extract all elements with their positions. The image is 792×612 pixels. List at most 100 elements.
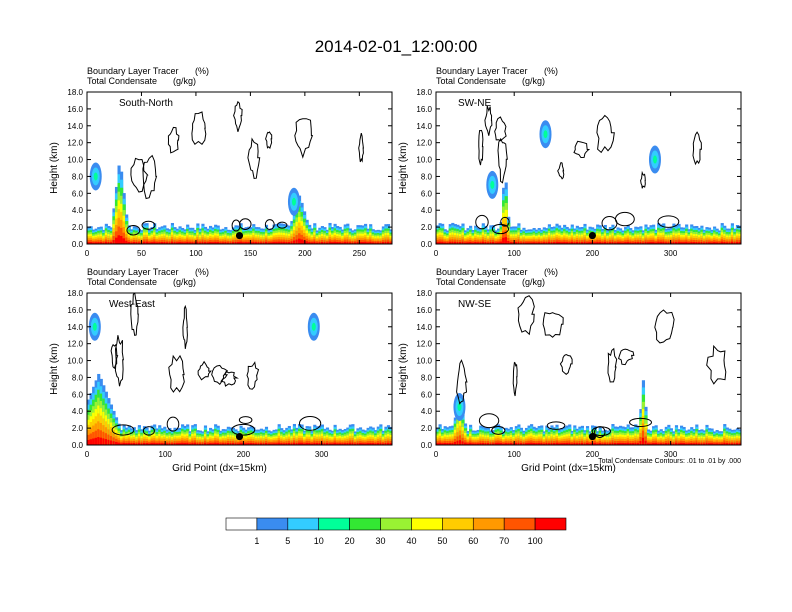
tracer-column-band (315, 442, 319, 445)
tracer-column-band (231, 443, 236, 445)
tracer-column-band (580, 242, 585, 244)
condensate-contour (110, 343, 119, 370)
tracer-column-band (484, 241, 488, 244)
tracer-column-band (107, 242, 111, 244)
tracer-column-band (560, 242, 564, 244)
tracer-column-band (700, 443, 704, 445)
tracer-column-band (94, 242, 98, 244)
tracer-column-band (713, 443, 717, 445)
tracer-column-band (242, 242, 246, 244)
tracer-column-band (219, 443, 223, 445)
tracer-column-band (550, 442, 554, 445)
condensate-contour (265, 131, 273, 150)
tracer-column-band (374, 443, 378, 445)
tracer-column-band (308, 442, 312, 445)
subtitle-condensate: Total Condensate (87, 76, 157, 86)
tracer-column-band (303, 443, 307, 445)
tracer-column-band (163, 241, 167, 244)
tracer-column-band (479, 242, 483, 244)
tracer-column-band (209, 241, 213, 244)
tracer-column-band (125, 443, 129, 445)
tracer-column-band (259, 443, 263, 445)
tracer-column-band (507, 240, 511, 244)
tracer-column-band (249, 440, 253, 445)
tracer-column-band (209, 443, 213, 445)
tracer-field (436, 105, 741, 244)
tracer-field (87, 293, 392, 445)
tracer-column-band (652, 241, 656, 244)
tracer-column-band (461, 437, 465, 445)
plot-frame (435, 91, 742, 245)
tracer-column-band (641, 437, 646, 445)
tracer-column-band (476, 443, 480, 445)
tracer-column-band (723, 241, 727, 244)
tracer-column-band (300, 442, 304, 445)
tracer-column-band (596, 239, 600, 244)
tracer-column-band (585, 242, 590, 244)
tracer-column-band (229, 242, 233, 244)
subtitle-tracer: Boundary Layer Tracer (87, 267, 179, 277)
tracer-column-band (158, 442, 162, 445)
tracer-column-band (158, 242, 162, 244)
tracer-column-band (272, 241, 276, 244)
tracer-column-band (707, 242, 712, 244)
tracer-column-band (109, 440, 114, 445)
tracer-column-band (443, 242, 447, 244)
tracer-column-band (313, 241, 317, 244)
tracer-column-band (466, 441, 470, 445)
tracer-column-band (575, 241, 579, 244)
tracer-column-band (254, 443, 258, 445)
tracer-column-band (249, 442, 253, 445)
tracer-column-band (366, 242, 370, 244)
tracer-column-band (331, 443, 335, 445)
panels-group: 0.02.04.06.08.010.012.014.016.018.00 50 10… (49, 66, 742, 474)
tracer-column-band (634, 240, 638, 244)
tracer-column-band (216, 241, 220, 244)
tracer-column-band (181, 242, 185, 244)
y-tick-label: 18.0 (416, 88, 432, 97)
tracer-column-band (664, 442, 668, 445)
condensate-contour (233, 100, 243, 132)
tracer-column-band (481, 442, 485, 445)
tracer-column-band (700, 241, 704, 244)
tracer-column-band (114, 441, 119, 445)
tracer-column-band (287, 241, 291, 244)
tracer-column-band (517, 241, 521, 244)
tracer-column-band (259, 242, 263, 244)
tracer-column-band (476, 242, 480, 244)
tracer-column-band (524, 242, 529, 244)
tracer-column-band (611, 241, 615, 244)
panel-south-north: 0.02.04.06.08.010.012.014.016.018.00 50 10… (49, 66, 393, 258)
y-tick-label: 8.0 (72, 172, 84, 181)
tracer-column-band (621, 442, 625, 445)
tracer-column-band (173, 242, 177, 244)
tracer-column-band (692, 441, 696, 445)
y-tick-label: 6.0 (72, 189, 84, 198)
tracer-column-band (275, 443, 279, 445)
tracer-column-band (178, 242, 182, 244)
tracer-column-band (224, 443, 228, 445)
colorbar-label: 20 (345, 536, 355, 546)
tracer-column-band (735, 241, 740, 244)
colorbar-segment (287, 517, 320, 531)
tracer-column-band (320, 242, 324, 244)
tracer-column-band (292, 442, 297, 445)
tracer-column-band (669, 443, 673, 445)
tracer-column-band (680, 440, 684, 445)
tracer-column-band (552, 242, 557, 244)
tracer-column-band (451, 442, 455, 445)
tracer-column-band (453, 441, 457, 445)
tracer-column-band (270, 443, 274, 445)
tracer-column-band (94, 437, 98, 445)
location-marker (588, 432, 597, 441)
tracer-column-band (479, 442, 483, 445)
tracer-column-band (530, 240, 534, 244)
tracer-column-band (532, 242, 536, 244)
tracer-column-band (555, 442, 559, 445)
colorbar-segment (256, 517, 289, 531)
tracer-column-band (277, 239, 281, 244)
tracer-column-band (522, 443, 526, 445)
tracer-column-band (92, 438, 96, 445)
tracer-column-band (555, 440, 559, 445)
